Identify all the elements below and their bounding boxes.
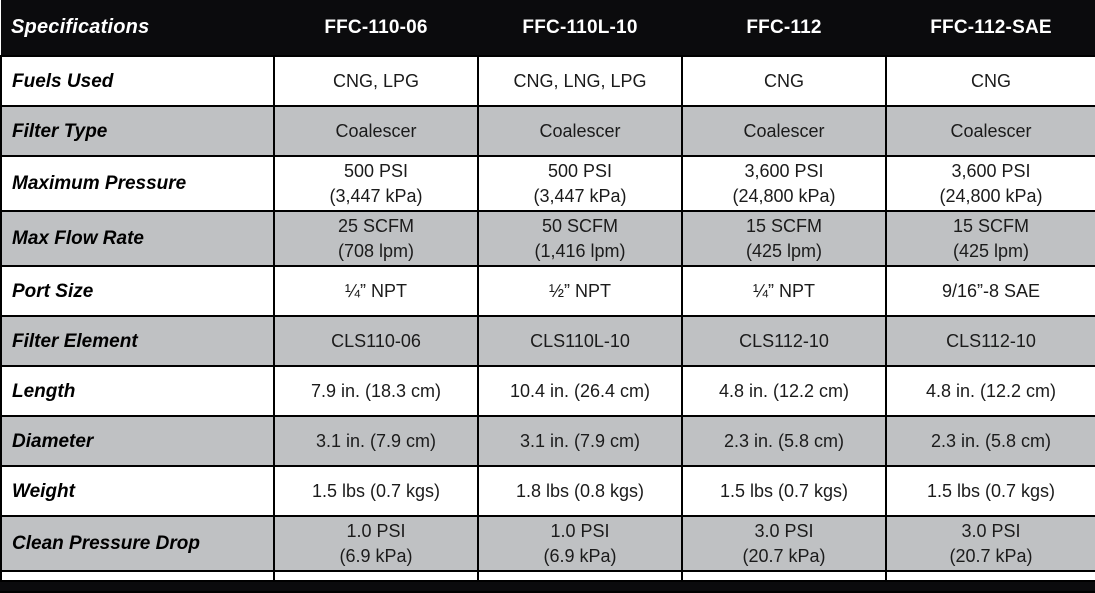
- spec-value-cell: 3.1 in. (7.9 cm): [477, 415, 683, 467]
- column-header-ffc-112-sae: FFC-112-SAE: [886, 0, 1095, 56]
- table-row: Maximum Pressure 500 PSI (3,447 kPa) 500 P…: [0, 155, 1095, 212]
- table-bottom-border: [0, 591, 1095, 593]
- table-row: Clean Pressure Drop 1.0 PSI (6.9 kPa) 1.0 …: [0, 515, 1095, 572]
- row-label: Fuels Used: [0, 55, 275, 107]
- table-row: Max Flow Rate 25 SCFM (708 lpm) 50 SCFM (1…: [0, 210, 1095, 267]
- spec-value-cell: CNG: [681, 55, 887, 107]
- spec-value-cell: 500 PSI (3,447 kPa): [477, 155, 683, 212]
- column-header-ffc-110-06: FFC-110-06: [274, 0, 478, 56]
- cutoff-cell: [885, 570, 1095, 582]
- spec-value-cell: 4.8 in. (12.2 cm): [885, 365, 1095, 417]
- spec-value-cell: 15 SCFM (425 lpm): [681, 210, 887, 267]
- spec-value-cell: 2.3 in. (5.8 cm): [681, 415, 887, 467]
- spec-value-cell: 1.0 PSI (6.9 kPa): [477, 515, 683, 572]
- table-row: Port Size ¼” NPT ½” NPT ¼” NPT 9/16”-8 SAE: [0, 265, 1095, 317]
- row-label: Port Size: [0, 265, 275, 317]
- spec-value-cell: 1.0 PSI (6.9 kPa): [273, 515, 479, 572]
- spec-value-cell: CNG: [885, 55, 1095, 107]
- spec-value-cell: 500 PSI (3,447 kPa): [273, 155, 479, 212]
- spec-value-cell: ¼” NPT: [273, 265, 479, 317]
- row-label: Maximum Pressure: [0, 155, 275, 212]
- spec-value-cell: CLS110-06: [273, 315, 479, 367]
- cutoff-cell: [273, 570, 479, 582]
- spec-value-cell: CLS112-10: [681, 315, 887, 367]
- row-label: Filter Element: [0, 315, 275, 367]
- spec-value-cell: CLS112-10: [885, 315, 1095, 367]
- spec-value-cell: 3,600 PSI (24,800 kPa): [885, 155, 1095, 212]
- spec-value-cell: 50 SCFM (1,416 lpm): [477, 210, 683, 267]
- row-label: Clean Pressure Drop: [0, 515, 275, 572]
- spec-value-cell: 3.0 PSI (20.7 kPa): [681, 515, 887, 572]
- spec-value-cell: 9/16”-8 SAE: [885, 265, 1095, 317]
- spec-value-cell: Coalescer: [273, 105, 479, 157]
- table-header: Specifications FFC-110-06 FFC-110L-10 FF…: [1, 0, 1095, 56]
- table-row: Filter Element CLS110-06 CLS110L-10 CLS112-…: [0, 315, 1095, 367]
- spec-value-cell: Coalescer: [477, 105, 683, 157]
- table-row: Filter Type Coalescer Coalescer Coalescer Co…: [0, 105, 1095, 157]
- cutoff-cell: [681, 570, 887, 582]
- spec-value-cell: 15 SCFM (425 lpm): [885, 210, 1095, 267]
- column-header-ffc-110l-10: FFC-110L-10: [478, 0, 682, 56]
- spec-value-cell: 1.8 lbs (0.8 kgs): [477, 465, 683, 517]
- spec-value-cell: ½” NPT: [477, 265, 683, 317]
- row-label: Diameter: [0, 415, 275, 467]
- column-header-specifications: Specifications: [1, 0, 274, 56]
- row-label: Weight: [0, 465, 275, 517]
- spec-value-cell: 1.5 lbs (0.7 kgs): [273, 465, 479, 517]
- spec-value-cell: 2.3 in. (5.8 cm): [885, 415, 1095, 467]
- table-row: Length 7.9 in. (18.3 cm) 10.4 in. (26.4 cm…: [0, 365, 1095, 417]
- column-header-ffc-112: FFC-112: [682, 0, 886, 56]
- spec-value-cell: ¼” NPT: [681, 265, 887, 317]
- spec-value-cell: 3.0 PSI (20.7 kPa): [885, 515, 1095, 572]
- spec-value-cell: 7.9 in. (18.3 cm): [273, 365, 479, 417]
- table-row: Diameter 3.1 in. (7.9 cm) 3.1 in. (7.9 cm)…: [0, 415, 1095, 467]
- cutoff-cell: [0, 570, 275, 582]
- spec-value-cell: CNG, LNG, LPG: [477, 55, 683, 107]
- spec-value-cell: 10.4 in. (26.4 cm): [477, 365, 683, 417]
- row-label: Filter Type: [0, 105, 275, 157]
- row-label: Length: [0, 365, 275, 417]
- table-body: Fuels Used CNG, LPG CNG, LNG, LPG CNG CNG Fil…: [0, 55, 1095, 582]
- cutoff-cell: [477, 570, 683, 582]
- spec-value-cell: CNG, LPG: [273, 55, 479, 107]
- spec-value-cell: Coalescer: [681, 105, 887, 157]
- spec-value-cell: 3.1 in. (7.9 cm): [273, 415, 479, 467]
- spec-value-cell: 4.8 in. (12.2 cm): [681, 365, 887, 417]
- spec-value-cell: Coalescer: [885, 105, 1095, 157]
- header-row: Specifications FFC-110-06 FFC-110L-10 FF…: [1, 0, 1095, 56]
- table-row: Fuels Used CNG, LPG CNG, LNG, LPG CNG CNG: [0, 55, 1095, 107]
- spec-value-cell: 1.5 lbs (0.7 kgs): [681, 465, 887, 517]
- row-label: Max Flow Rate: [0, 210, 275, 267]
- spec-value-cell: 25 SCFM (708 lpm): [273, 210, 479, 267]
- spec-value-cell: 1.5 lbs (0.7 kgs): [885, 465, 1095, 517]
- cutoff-row: [0, 570, 1095, 582]
- spec-value-cell: 3,600 PSI (24,800 kPa): [681, 155, 887, 212]
- table-row: Weight 1.5 lbs (0.7 kgs) 1.8 lbs (0.8 kgs)…: [0, 465, 1095, 517]
- spec-value-cell: CLS110L-10: [477, 315, 683, 367]
